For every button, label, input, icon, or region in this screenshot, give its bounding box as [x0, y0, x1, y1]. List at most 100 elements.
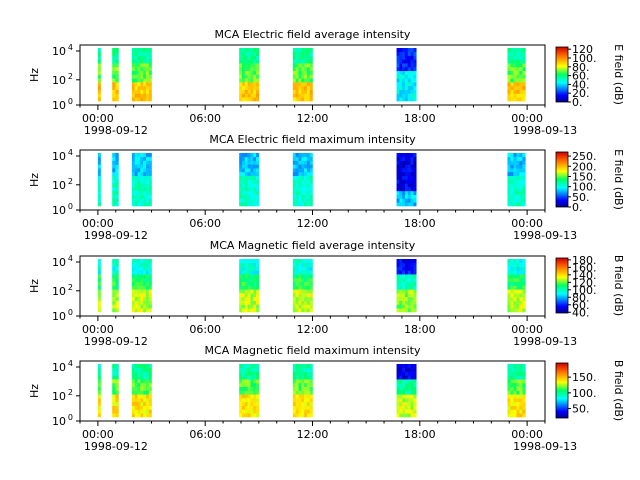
heatmap-cell	[148, 70, 152, 75]
heatmap-cell	[112, 156, 116, 161]
heatmap-cell	[304, 398, 308, 403]
heatmap-cell	[145, 304, 150, 309]
heatmap-cell	[239, 285, 243, 290]
heatmap-cell	[396, 66, 400, 72]
heatmap-cell	[413, 175, 417, 180]
heatmap-cell	[253, 70, 257, 75]
heatmap-cell	[143, 413, 147, 418]
heatmap-cell	[396, 394, 400, 399]
heatmap-cell	[241, 401, 246, 406]
heatmap-cell	[97, 190, 101, 195]
heatmap-cell	[306, 179, 310, 184]
heatmap-cell	[239, 198, 243, 203]
colorbar-gradient	[555, 46, 569, 103]
heatmap-cell	[256, 179, 260, 184]
heatmap-cell	[396, 85, 400, 90]
heatmap-cell	[247, 394, 251, 399]
heatmap-cell	[241, 382, 246, 388]
heatmap-cell	[292, 156, 296, 161]
heatmap-cell	[407, 70, 411, 75]
heatmap-cell	[140, 382, 144, 388]
heatmap-cell	[396, 183, 400, 188]
heatmap-cell	[295, 300, 299, 305]
heatmap-cell	[134, 304, 138, 309]
heatmap-cell	[140, 187, 144, 192]
y-tick-exponent: 0	[68, 97, 73, 106]
heatmap-cell	[148, 304, 152, 309]
heatmap-cell	[115, 175, 119, 180]
heatmap-cell	[306, 382, 310, 388]
heatmap-cell	[145, 394, 150, 399]
heatmap-cell	[134, 379, 138, 384]
heatmap-cell	[247, 202, 251, 207]
heatmap-cell	[256, 85, 260, 90]
heatmap-cell	[510, 55, 514, 60]
heatmap-cell	[522, 308, 526, 313]
heatmap-cell	[148, 160, 152, 165]
heatmap-cell	[407, 82, 411, 87]
heatmap-cell	[239, 405, 243, 410]
heatmap-cell	[410, 85, 414, 90]
heatmap-cell	[253, 175, 257, 180]
heatmap-cell	[137, 405, 141, 410]
heatmap-cell	[97, 270, 101, 275]
heatmap-cell	[407, 66, 411, 72]
heatmap-cell	[309, 171, 313, 177]
heatmap-cell	[148, 187, 152, 192]
heatmap-cell	[112, 183, 116, 188]
heatmap-cell	[112, 164, 116, 169]
heatmap-cell	[301, 300, 305, 305]
heatmap-cell	[140, 409, 144, 414]
heatmap-cell	[404, 266, 409, 271]
heatmap-cell	[402, 364, 406, 369]
heatmap-cell	[513, 198, 517, 203]
heatmap-cell	[112, 274, 116, 279]
heatmap-cell	[413, 156, 417, 161]
heatmap-cell	[241, 70, 246, 75]
heatmap-cell	[295, 382, 299, 388]
heatmap-cell	[148, 367, 152, 372]
heatmap-cell	[513, 78, 517, 83]
heatmap-cell	[241, 266, 246, 271]
heatmap-cell	[134, 285, 138, 290]
heatmap-cell	[256, 281, 260, 286]
heatmap-cell	[148, 281, 152, 286]
heatmap-cell	[519, 293, 523, 298]
heatmap-cell	[519, 164, 523, 169]
heatmap-cell	[115, 190, 119, 195]
heatmap-cell	[250, 66, 254, 72]
heatmap-cell	[247, 262, 251, 267]
heatmap-cell	[410, 382, 414, 388]
heatmap-cell	[513, 270, 517, 275]
heatmap-cell	[510, 386, 514, 391]
heatmap-cell	[148, 398, 152, 403]
heatmap-cell	[413, 168, 417, 173]
heatmap-cell	[298, 308, 302, 313]
heatmap-cell	[510, 175, 514, 180]
data-segment	[292, 48, 313, 102]
heatmap-cell	[507, 175, 511, 180]
heatmap-cell	[134, 390, 138, 395]
heatmap-cell	[404, 51, 409, 56]
heatmap-cell	[407, 97, 411, 102]
heatmap-cell	[239, 281, 243, 286]
heatmap-cell	[131, 304, 135, 309]
data-segment	[112, 48, 119, 102]
heatmap-cell	[513, 289, 517, 294]
heatmap-cell	[295, 82, 299, 87]
heatmap-cell	[256, 382, 260, 388]
heatmap-cell	[407, 382, 411, 388]
colorbar-tick-label: 60.	[572, 70, 590, 83]
heatmap-cell	[309, 285, 313, 290]
heatmap-cell	[516, 164, 520, 169]
heatmap-cell	[148, 405, 152, 410]
heatmap-cell	[413, 48, 417, 53]
heatmap-cell	[304, 198, 308, 203]
heatmap-cell	[516, 190, 520, 195]
heatmap-cell	[309, 194, 313, 199]
heatmap-cell	[239, 85, 243, 90]
heatmap-cell	[404, 74, 409, 79]
heatmap-cell	[404, 413, 409, 418]
data-segment	[239, 259, 260, 313]
heatmap-cell	[292, 405, 296, 410]
